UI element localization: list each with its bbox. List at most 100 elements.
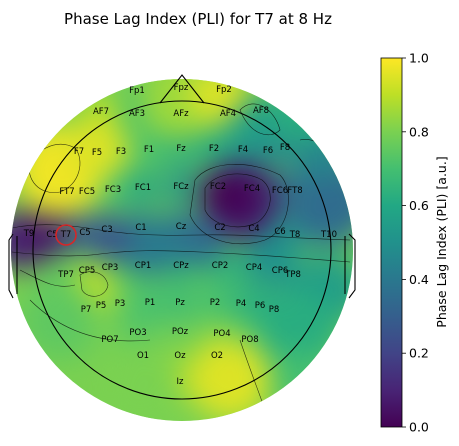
electrode-label-o1: O1	[137, 351, 149, 361]
electrode-label-tp8: TP8	[284, 270, 301, 280]
heat-region	[88, 218, 132, 262]
right-ear	[348, 233, 356, 299]
heat-cell-fc1	[125, 169, 161, 205]
electrode-label-fz: Fz	[176, 144, 186, 154]
head-outline	[8, 74, 356, 400]
heat-region	[190, 340, 270, 420]
colorbar-label: Phase Lag Index (PLI) [a.u.]	[434, 156, 449, 327]
heat-region	[100, 350, 180, 421]
heat-cell-po7	[92, 321, 128, 357]
electrode-label-fc4: FC4	[244, 184, 260, 194]
electrode-label-po4: PO4	[213, 329, 230, 339]
electrode-label-f4: F4	[238, 145, 248, 155]
electrode-label-fc2: FC2	[210, 182, 226, 192]
electrode-label-af3: AF3	[129, 109, 145, 119]
heat-cell-f2	[196, 130, 232, 166]
heat-region	[18, 216, 62, 260]
electrode-label-f6: F6	[263, 146, 273, 156]
electrode-label-fc3: FC3	[105, 185, 121, 195]
electrode-label-cp3: CP3	[102, 263, 118, 273]
electrode-label-tp7: TP7	[57, 270, 74, 280]
electrode-label-c5: C5	[46, 230, 57, 240]
electrode-label-ft7: FT7	[59, 187, 74, 197]
heat-cell-fc3	[95, 171, 131, 207]
electrode-label-po7: PO7	[101, 335, 118, 345]
electrode-label-c3: C3	[101, 225, 112, 235]
pli-heatmap	[11, 79, 353, 421]
colorbar-tick-label: 0.8	[409, 124, 429, 139]
electrode-label-f3: F3	[116, 147, 126, 157]
electrode-label-fp2: Fp2	[216, 85, 232, 95]
electrode-label-af7: AF7	[93, 107, 109, 117]
electrode-label-fpz: Fpz	[174, 83, 189, 93]
colorbar-tick-label: 0.4	[409, 272, 429, 287]
electrode-label-cpz: CPz	[173, 261, 189, 271]
heat-region	[260, 290, 340, 370]
electrode-label-f5: F5	[92, 148, 102, 158]
colorbar-tick-label: 1.0	[409, 51, 429, 66]
heat-cell-oz	[162, 337, 198, 373]
electrode-label-t9: T9	[23, 229, 35, 239]
electrode-label-t10: T10	[320, 230, 337, 240]
electrode-label-po8: PO8	[241, 335, 258, 345]
heat-region	[20, 280, 100, 360]
heat-region	[270, 85, 330, 145]
electrode-label-fcz: FCz	[173, 182, 189, 192]
electrode-label-fc5: FC5	[79, 187, 95, 197]
electrode-label-cp1: CP1	[135, 261, 151, 271]
electrode-label-afz: AFz	[173, 109, 189, 119]
scalp-circle	[32, 100, 332, 400]
electrode-label-cp4: CP4	[246, 263, 262, 273]
electrode-label-p8: P8	[269, 305, 280, 315]
electrode-label-p6: P6	[255, 301, 266, 311]
electrode-label-oz: Oz	[174, 351, 186, 361]
electrode-label-af8: AF8	[253, 106, 269, 116]
heat-cell-p2	[197, 284, 233, 320]
electrode-label-af4: AF4	[220, 109, 236, 119]
electrode-label-t7: T7	[60, 230, 72, 240]
colorbar-tick-label: 0.0	[409, 420, 429, 435]
electrode-label-p5: P5	[96, 301, 107, 311]
heat-region	[270, 350, 330, 410]
electrode-label-f8: F8	[280, 143, 290, 153]
colorbar: 0.0 0.2 0.4 0.6 0.8 1.0 Phase Lag Index (PLI)…	[380, 51, 449, 435]
electrode-label-t8: T8	[289, 230, 301, 240]
electrode-label-c1: C1	[135, 223, 146, 233]
electrode-label-p4: P4	[236, 299, 247, 309]
chart-title: Phase Lag Index (PLI) for T7 at 8 Hz	[64, 10, 332, 28]
electrode-label-cp5: CP5	[79, 266, 95, 276]
heat-cell-p1	[132, 284, 168, 320]
electrode-label-fc1: FC1	[135, 183, 151, 193]
electrode-label-c2: C2	[214, 223, 225, 233]
heat-region	[200, 170, 250, 220]
electrode-label-fc6: FC6	[272, 186, 288, 196]
electrode-label-poz: POz	[172, 327, 189, 337]
electrode-label-cz: Cz	[176, 222, 187, 232]
heat-region	[228, 103, 272, 147]
colorbar-gradient	[380, 57, 403, 428]
electrode-label-o2: O2	[211, 351, 223, 361]
electrode-label-p2: P2	[210, 298, 221, 308]
electrode-label-iz: Iz	[177, 377, 185, 387]
heat-region	[120, 215, 180, 275]
heat-region	[245, 235, 295, 285]
colorbar-tick-label: 0.2	[409, 346, 429, 361]
electrode-label-f1: F1	[144, 145, 154, 155]
left-ear	[8, 233, 14, 299]
seed-channel-marker	[55, 224, 77, 246]
electrode-label-po3: PO3	[129, 328, 146, 338]
heat-cell-f1	[131, 131, 167, 167]
electrode-label-p7: P7	[81, 305, 92, 315]
electrode-label-c5b: C5	[79, 228, 90, 238]
electrode-label-c4: C4	[248, 224, 259, 234]
electrode-labels: Fp1 Fpz Fp2 AF7 AF3 AFz AF4 AF8 F7 F5 F3 F1 Fz F2 F4 F6…	[23, 83, 337, 387]
heat-cell-fcz	[163, 168, 199, 204]
nose-shape	[159, 74, 205, 104]
electrode-label-ft8: FT8	[287, 186, 302, 196]
electrode-label-c6: C6	[274, 227, 285, 237]
electrode-label-f7: F7	[74, 147, 84, 157]
heat-cell-pz	[162, 284, 198, 320]
electrode-label-pz: Pz	[175, 298, 185, 308]
electrode-label-f2: F2	[209, 144, 219, 154]
